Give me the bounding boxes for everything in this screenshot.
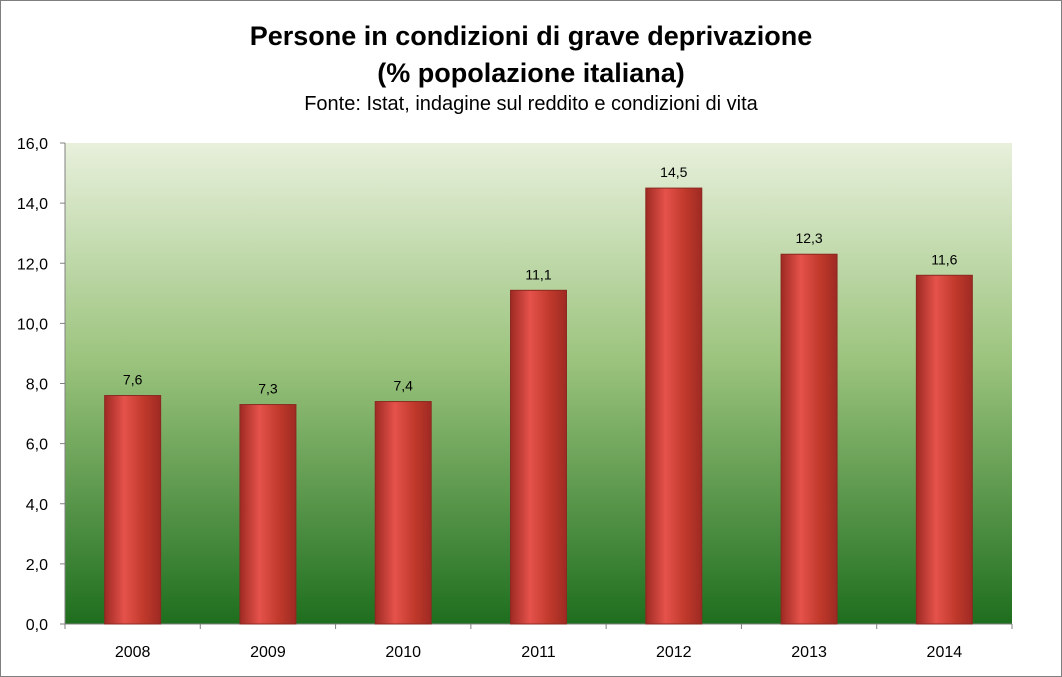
x-tick-label: 2012: [656, 644, 692, 661]
x-tick-label: 2014: [927, 644, 963, 661]
x-tick-label: 2013: [791, 644, 827, 661]
data-label-2008: 7,6: [123, 372, 143, 388]
bar-2009: [239, 404, 297, 625]
x-tick-label: 2008: [115, 644, 151, 661]
y-tick-label: 14,0: [17, 196, 48, 213]
bar-2010: [374, 401, 432, 625]
data-label-2013: 12,3: [795, 230, 822, 246]
data-label-2011: 11,1: [525, 266, 551, 282]
x-tick-label: 2010: [385, 644, 421, 661]
x-tick-label: 2009: [250, 644, 286, 661]
bar-2013: [780, 253, 838, 625]
chart-subtitle: Fonte: Istat, indagine sul reddito e con…: [304, 93, 758, 115]
chart-title: Persone in condizioni di grave deprivazi…: [249, 21, 813, 51]
x-tick-label: 2011: [521, 644, 556, 661]
y-tick-label: 10,0: [17, 316, 48, 333]
y-tick-label: 2,0: [26, 557, 48, 574]
bar-2012: [645, 187, 703, 625]
y-tick-label: 12,0: [17, 256, 48, 273]
bar-2011: [510, 289, 567, 625]
y-tick-label: 4,0: [26, 497, 48, 514]
data-label-2012: 14,5: [660, 164, 687, 180]
data-label-2010: 7,4: [393, 378, 413, 394]
data-label-2009: 7,3: [258, 381, 278, 397]
bar-2008: [104, 395, 162, 625]
y-tick-label: 0,0: [26, 617, 48, 634]
data-label-2014: 11,6: [931, 251, 957, 267]
y-tick-label: 6,0: [26, 437, 48, 454]
y-tick-label: 8,0: [26, 377, 48, 394]
y-tick-label: 16,0: [17, 136, 48, 153]
bar-2014: [915, 274, 973, 625]
chart-title-line2: (% popolazione italiana): [377, 58, 685, 88]
